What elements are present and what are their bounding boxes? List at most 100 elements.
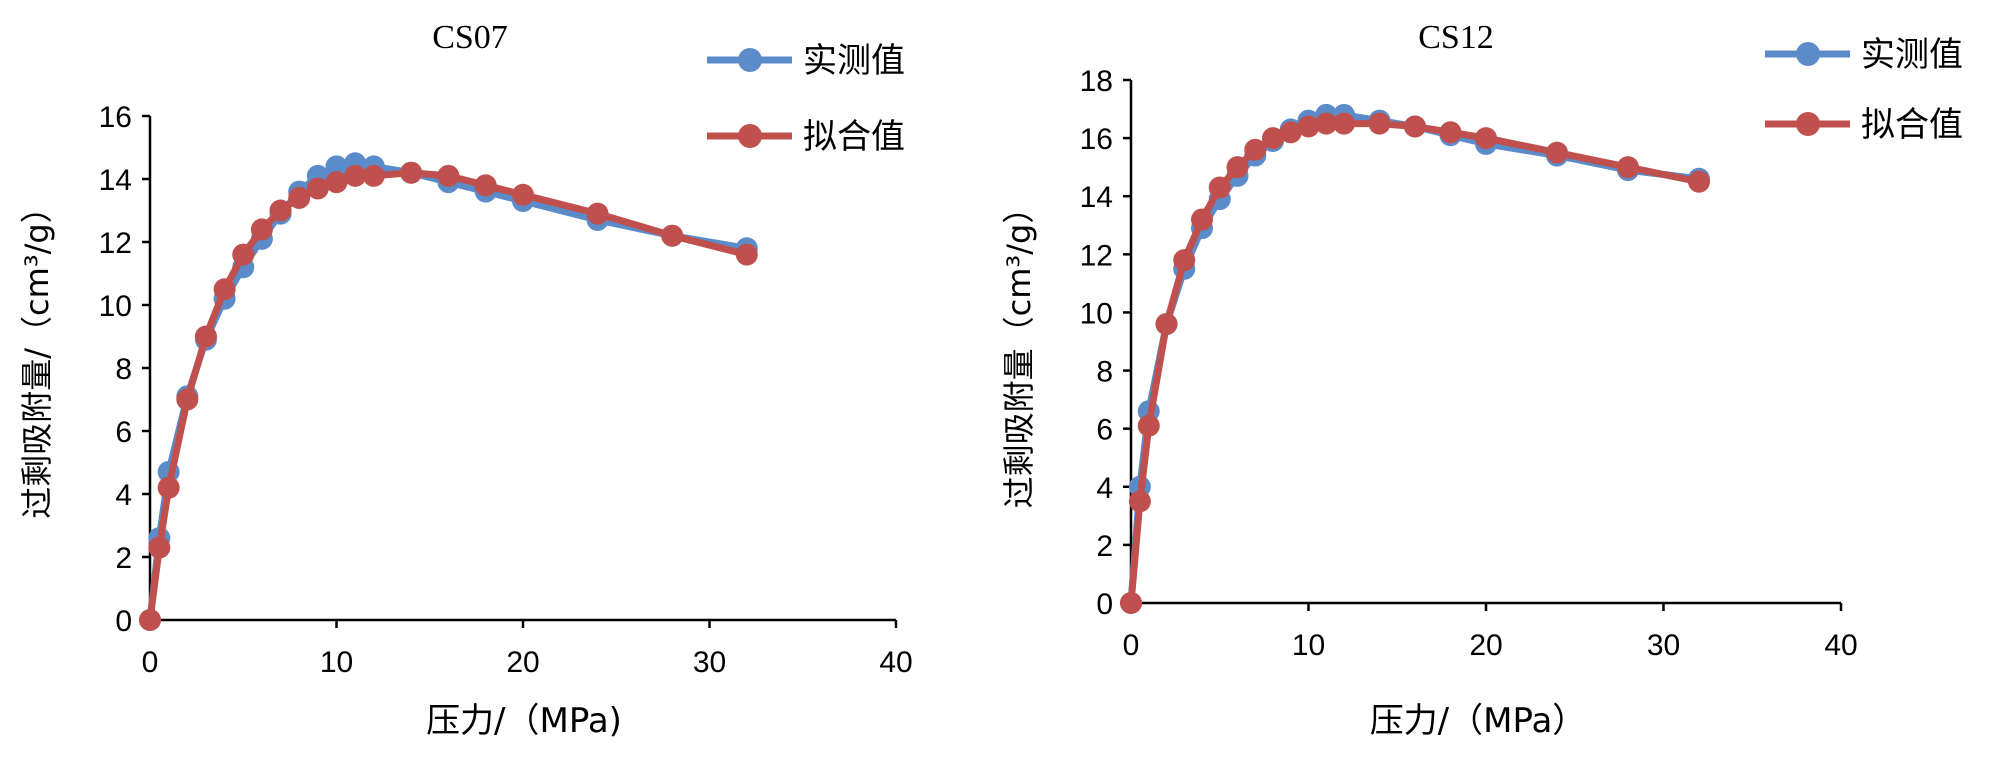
y-tick-label: 0 [115, 605, 132, 638]
y-tick-label: 6 [1096, 414, 1113, 447]
x-tick-label: 20 [1469, 629, 1502, 662]
legend-label-fitted: 拟合值 [1861, 105, 1963, 145]
data-point [512, 183, 534, 206]
data-point [1120, 592, 1142, 614]
x-tick-label: 10 [320, 646, 353, 679]
data-point [1617, 156, 1639, 179]
data-point [474, 174, 497, 197]
series-fitted [139, 161, 758, 631]
data-point [157, 476, 180, 499]
data-point [344, 164, 367, 187]
y-tick-label: 4 [115, 479, 132, 512]
legend-marker-fitted [1796, 112, 1820, 136]
x-tick-label: 30 [693, 646, 726, 679]
data-point [325, 171, 348, 194]
data-point [1315, 112, 1338, 135]
legend-marker-measured [1796, 42, 1820, 66]
y-tick-label: 12 [99, 227, 132, 260]
y-tick-label: 14 [1080, 181, 1113, 214]
y-tick-label: 16 [99, 101, 132, 134]
data-point [1439, 121, 1462, 144]
legend-label-measured: 实测值 [803, 41, 905, 81]
data-point [586, 202, 609, 225]
chart-title: CS07 [432, 19, 508, 56]
series-group [1120, 103, 1710, 614]
tick-group: 0 2 4 6 8 10 12 14 16 0 10 20 30 40 [99, 101, 913, 679]
series-line [146, 169, 748, 621]
data-point [1279, 121, 1302, 144]
data-point [194, 325, 217, 348]
y-tick-label: 2 [115, 542, 132, 575]
data-point [400, 161, 423, 184]
data-point [213, 278, 236, 301]
x-axis-label: 压力/（MPa) [426, 701, 622, 741]
legend-marker-fitted [738, 124, 762, 148]
chart-cs07: CS07 压力/（MPa) 过剩吸附量/（cm³/g） 0 2 4 6 8 10 12 14 1… [18, 19, 913, 741]
y-tick-label: 10 [1080, 297, 1113, 330]
data-point [176, 388, 199, 411]
data-point [306, 177, 329, 200]
y-axis-label: 过剩吸附量/（cm³/g） [18, 191, 56, 518]
data-point [1191, 208, 1213, 231]
series-measured [139, 152, 758, 631]
legend-label-fitted: 拟合值 [803, 117, 905, 157]
data-point [232, 243, 255, 266]
data-point [1546, 141, 1568, 164]
data-point [1262, 127, 1284, 150]
y-axis-label: 过剩吸附量（cm³/g） [1000, 192, 1038, 509]
data-point [735, 243, 758, 266]
data-point [1333, 112, 1355, 135]
data-point [1226, 156, 1249, 179]
x-tick-label: 0 [142, 646, 159, 679]
x-tick-label: 40 [879, 646, 912, 679]
x-tick-label: 20 [506, 646, 539, 679]
y-tick-label: 18 [1080, 65, 1113, 98]
y-tick-label: 8 [115, 353, 132, 386]
data-point [362, 164, 385, 187]
y-tick-label: 6 [115, 416, 132, 449]
x-tick-label: 30 [1647, 629, 1680, 662]
y-tick-label: 4 [1096, 472, 1113, 505]
x-axis-label: 压力/（MPa） [1370, 701, 1587, 741]
x-tick-label: 10 [1292, 629, 1325, 662]
data-point [139, 609, 161, 631]
x-tick-label: 0 [1123, 629, 1140, 662]
series-group [139, 152, 758, 631]
data-point [325, 155, 348, 178]
data-point [1404, 115, 1426, 138]
data-point [1688, 170, 1710, 193]
data-point [148, 536, 171, 559]
data-point [661, 224, 684, 247]
y-tick-label: 2 [1096, 530, 1113, 563]
data-point [1368, 112, 1391, 135]
tick-group: 0 2 4 6 8 10 12 14 16 18 0 10 20 30 40 [1080, 65, 1858, 662]
data-point [437, 164, 460, 187]
y-tick-label: 12 [1080, 239, 1113, 272]
y-tick-label: 10 [99, 290, 132, 323]
legend: 实测值 拟合值 [707, 41, 905, 157]
y-tick-label: 16 [1080, 123, 1113, 156]
data-point [1173, 249, 1196, 272]
y-tick-label: 8 [1096, 356, 1113, 389]
data-point [1137, 414, 1160, 437]
data-point [1155, 313, 1178, 336]
x-tick-label: 40 [1824, 629, 1857, 662]
data-point [250, 218, 273, 241]
series-fitted [1120, 112, 1710, 614]
series-measured [1120, 103, 1710, 614]
data-point [288, 186, 311, 209]
legend-label-measured: 实测值 [1861, 35, 1963, 75]
chart-title: CS12 [1418, 19, 1494, 56]
data-point [1244, 138, 1267, 161]
data-point [269, 199, 292, 222]
legend: 实测值 拟合值 [1765, 35, 1963, 145]
data-point [1297, 115, 1320, 138]
legend-marker-measured [738, 48, 762, 72]
data-point [1208, 176, 1231, 199]
data-point [1475, 127, 1497, 150]
chart-cs12: CS12 压力/（MPa） 过剩吸附量（cm³/g） 0 2 4 6 8 10 12 14 16… [1000, 19, 1963, 741]
y-tick-label: 0 [1096, 588, 1113, 621]
data-point [1128, 490, 1151, 513]
y-tick-label: 14 [99, 164, 132, 197]
